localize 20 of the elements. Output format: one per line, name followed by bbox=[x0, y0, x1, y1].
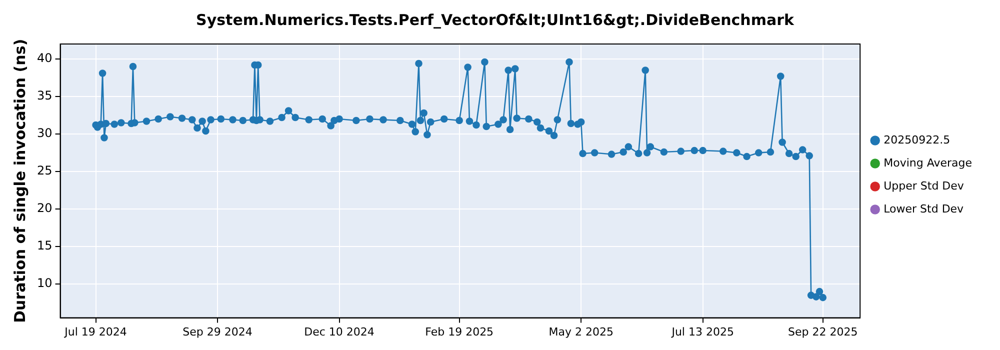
x-tick-label: Feb 19 2025 bbox=[425, 325, 494, 338]
y-tick-label: 35 bbox=[36, 88, 52, 103]
x-tick-label: Jul 19 2024 bbox=[64, 325, 127, 338]
x-tick-label: Jul 13 2025 bbox=[670, 325, 734, 338]
x-tick-label: Sep 22 2025 bbox=[788, 325, 858, 338]
legend-label: Lower Std Dev bbox=[884, 202, 964, 216]
y-tick-label: 20 bbox=[36, 201, 52, 216]
legend-label: Upper Std Dev bbox=[884, 179, 964, 192]
x-tick-label: Sep 29 2024 bbox=[182, 325, 252, 338]
y-tick-label: 40 bbox=[36, 51, 52, 66]
chart-title: System.Numerics.Tests.Perf_VectorOf&lt;UInt16&gt;.DivideBenchmark bbox=[196, 10, 796, 29]
y-axis-title: Duration of single invocation (ns) bbox=[10, 38, 29, 323]
x-tick-label: May 2 2025 bbox=[548, 325, 614, 338]
y-tick-label: 30 bbox=[36, 126, 52, 140]
legend-label: 20250922.5 bbox=[884, 133, 950, 146]
x-tick-label: Dec 10 2024 bbox=[304, 325, 374, 338]
y-tick-label: 25 bbox=[36, 164, 52, 178]
legend-label: Moving Average bbox=[884, 156, 972, 170]
y-tick-label: 15 bbox=[36, 238, 52, 253]
y-tick-label: 10 bbox=[36, 276, 52, 290]
